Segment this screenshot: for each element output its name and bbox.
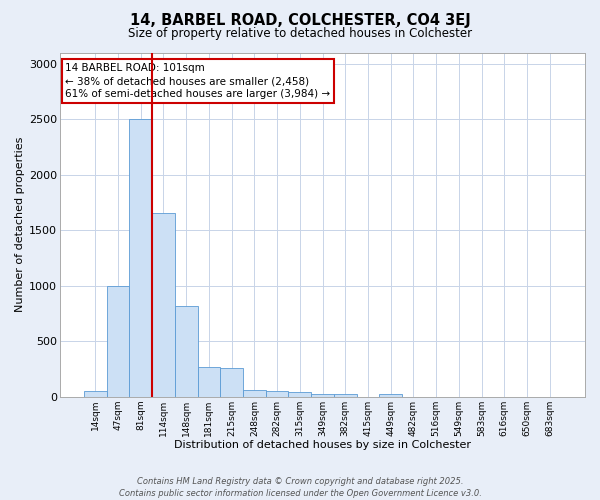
Bar <box>107 286 130 397</box>
Y-axis label: Number of detached properties: Number of detached properties <box>15 137 25 312</box>
Bar <box>84 391 107 396</box>
Bar <box>175 306 197 396</box>
Bar <box>220 368 243 396</box>
X-axis label: Distribution of detached houses by size in Colchester: Distribution of detached houses by size … <box>174 440 471 450</box>
Bar <box>243 390 266 396</box>
Bar <box>289 392 311 396</box>
Bar <box>334 394 356 396</box>
Bar <box>379 394 402 396</box>
Bar <box>152 214 175 396</box>
Text: 14 BARBEL ROAD: 101sqm
← 38% of detached houses are smaller (2,458)
61% of semi-: 14 BARBEL ROAD: 101sqm ← 38% of detached… <box>65 63 331 99</box>
Text: Size of property relative to detached houses in Colchester: Size of property relative to detached ho… <box>128 28 472 40</box>
Text: Contains HM Land Registry data © Crown copyright and database right 2025.
Contai: Contains HM Land Registry data © Crown c… <box>119 476 481 498</box>
Bar <box>266 390 289 396</box>
Bar <box>197 366 220 396</box>
Bar <box>311 394 334 396</box>
Text: 14, BARBEL ROAD, COLCHESTER, CO4 3EJ: 14, BARBEL ROAD, COLCHESTER, CO4 3EJ <box>130 12 470 28</box>
Bar <box>130 119 152 396</box>
